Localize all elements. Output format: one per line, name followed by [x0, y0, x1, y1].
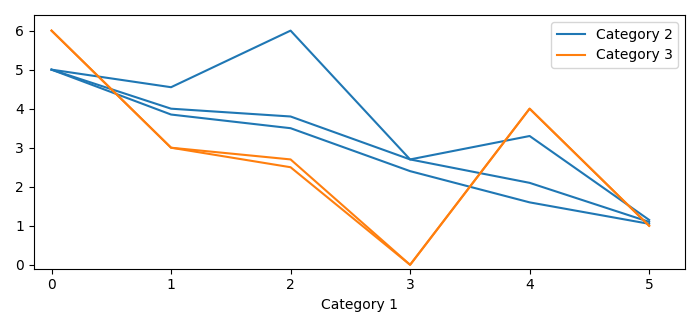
Category 2 — [645, 218, 653, 222]
Category 2 — [286, 29, 295, 33]
Category 3 — [645, 224, 653, 228]
Category 3 — [48, 29, 56, 33]
Category 2 — [406, 158, 414, 162]
Line: Category 2: Category 2 — [52, 31, 649, 220]
Category 3 — [526, 107, 534, 111]
Line: Category 3: Category 3 — [52, 31, 649, 265]
Category 2 — [48, 68, 56, 72]
Category 2 — [526, 134, 534, 138]
Category 3 — [286, 158, 295, 162]
Category 3 — [167, 146, 175, 150]
Category 2 — [167, 85, 175, 89]
Category 3 — [406, 263, 414, 267]
X-axis label: Category 1: Category 1 — [321, 298, 398, 312]
Legend: Category 2, Category 3: Category 2, Category 3 — [551, 22, 678, 68]
